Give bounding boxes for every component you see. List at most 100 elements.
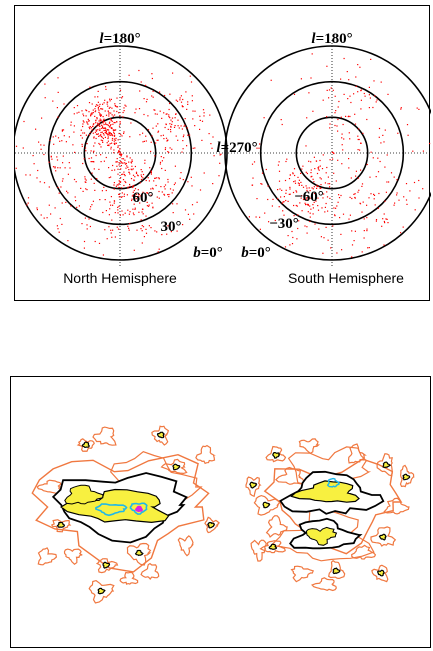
data-point xyxy=(118,193,120,195)
data-point xyxy=(146,192,149,194)
data-point xyxy=(126,194,128,196)
data-point xyxy=(98,105,101,107)
contour-outer xyxy=(370,526,397,547)
data-point xyxy=(124,163,127,165)
data-point xyxy=(357,149,359,151)
data-point xyxy=(127,225,129,227)
data-point xyxy=(109,98,111,100)
data-point xyxy=(304,202,306,204)
data-point xyxy=(155,125,157,127)
data-point xyxy=(82,162,84,165)
data-point xyxy=(253,161,256,163)
data-point xyxy=(297,182,299,184)
data-point xyxy=(263,117,265,119)
data-point xyxy=(100,134,102,136)
data-point xyxy=(165,113,167,115)
contour-dark xyxy=(207,521,216,529)
data-point xyxy=(219,154,221,156)
data-point xyxy=(385,191,387,193)
data-point xyxy=(349,115,351,118)
data-point xyxy=(283,224,285,226)
contour-outer xyxy=(151,425,169,446)
data-point xyxy=(306,232,308,234)
data-point xyxy=(100,114,102,116)
data-point xyxy=(400,107,402,109)
data-point xyxy=(349,196,351,198)
data-point xyxy=(326,196,329,198)
data-point xyxy=(105,130,107,132)
data-point xyxy=(259,228,261,230)
data-point xyxy=(373,198,375,200)
data-point xyxy=(135,171,138,173)
latitude-circle xyxy=(83,116,157,190)
data-point xyxy=(139,202,141,204)
data-point xyxy=(104,136,106,138)
data-point xyxy=(90,178,92,180)
data-point xyxy=(161,191,163,193)
data-point xyxy=(93,136,95,138)
data-point xyxy=(320,184,322,186)
data-point xyxy=(173,126,176,128)
data-point xyxy=(340,116,342,118)
data-point xyxy=(62,162,64,164)
data-point xyxy=(354,193,356,195)
data-point xyxy=(97,129,99,131)
data-point xyxy=(111,120,113,122)
data-point xyxy=(121,158,123,160)
data-point xyxy=(361,211,363,213)
data-point xyxy=(322,99,324,101)
data-point xyxy=(201,120,204,122)
data-point xyxy=(106,133,108,135)
data-point xyxy=(74,196,76,198)
data-point xyxy=(101,125,104,127)
data-point xyxy=(104,127,106,129)
sky-map-svg: l=180° l=180° l=270° 60° 30° b=0° −60° −30° b=0°… xyxy=(15,31,431,286)
data-point xyxy=(141,230,143,232)
data-point xyxy=(95,122,97,124)
data-point xyxy=(110,204,112,206)
data-point xyxy=(377,207,379,209)
data-point xyxy=(75,181,77,183)
data-point xyxy=(252,177,254,179)
data-point xyxy=(91,113,93,115)
data-point xyxy=(203,115,205,117)
data-point xyxy=(123,107,125,109)
data-point xyxy=(110,118,112,120)
data-point xyxy=(132,185,134,187)
data-point xyxy=(255,216,257,218)
data-point xyxy=(91,172,93,174)
data-point xyxy=(280,119,282,121)
data-point xyxy=(300,197,302,199)
data-point xyxy=(134,207,136,209)
data-point xyxy=(116,158,118,160)
data-point xyxy=(309,190,311,192)
data-point xyxy=(317,185,319,188)
data-point xyxy=(378,192,380,195)
data-point xyxy=(267,198,269,201)
data-point xyxy=(27,202,29,204)
data-point xyxy=(312,110,314,112)
data-point xyxy=(143,140,145,142)
data-point xyxy=(186,127,188,129)
data-point xyxy=(95,104,98,106)
data-point xyxy=(386,218,388,220)
data-point xyxy=(140,228,142,230)
data-point xyxy=(105,132,107,134)
data-point xyxy=(114,114,116,116)
data-point xyxy=(286,158,288,160)
data-point xyxy=(76,112,78,114)
data-point xyxy=(161,117,163,119)
data-point xyxy=(314,223,316,225)
data-point xyxy=(57,186,59,189)
data-point xyxy=(260,183,262,185)
data-point xyxy=(368,197,370,199)
data-point xyxy=(348,167,350,169)
data-point xyxy=(95,154,97,157)
data-point xyxy=(69,167,71,169)
data-point xyxy=(129,183,131,186)
tick-label-l180-south: l=180° xyxy=(311,31,352,47)
data-point xyxy=(315,160,317,162)
data-point xyxy=(40,144,42,146)
data-point xyxy=(259,143,261,145)
data-point xyxy=(338,194,340,196)
